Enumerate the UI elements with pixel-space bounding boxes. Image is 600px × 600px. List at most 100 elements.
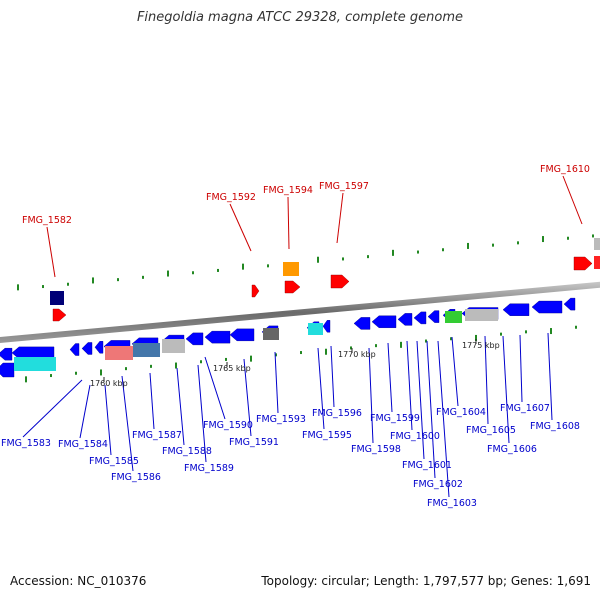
gene-label-reverse: FMG_1596 (312, 408, 362, 419)
leader-line-reverse (406, 340, 413, 431)
reverse-gene-arrow (502, 303, 530, 316)
gene-box-grey (162, 339, 185, 353)
leader-line-forward (336, 192, 344, 244)
forward-gene-arrow (251, 284, 260, 298)
gene-box-cyan (308, 323, 323, 335)
gene-label-reverse: FMG_1588 (162, 446, 212, 457)
reverse-gene-arrow (0, 362, 15, 378)
leader-line-reverse (197, 364, 207, 463)
reverse-gene-arrow (204, 330, 231, 344)
reverse-gene-arrow (94, 341, 104, 354)
forward-gene-arrow (284, 280, 301, 294)
scale-tick-label: 1765 kbp (213, 364, 251, 373)
gene-box-grey (594, 238, 600, 250)
leader-line-reverse (104, 384, 112, 456)
accession-text: Accession: NC_010376 (10, 574, 147, 588)
leader-line-reverse (149, 372, 155, 430)
reverse-gene-arrow (397, 313, 413, 326)
leader-line-reverse (79, 384, 91, 439)
leader-line-reverse (368, 347, 374, 444)
gene-label-reverse: FMG_1601 (402, 460, 452, 471)
gene-label-forward: FMG_1592 (206, 192, 256, 203)
gene-label-forward: FMG_1597 (319, 181, 369, 192)
leader-line-reverse (22, 379, 83, 438)
gene-label-reverse: FMG_1604 (436, 407, 486, 418)
gene-label-reverse: FMG_1606 (487, 444, 537, 455)
gene-label-reverse: FMG_1600 (390, 431, 440, 442)
genome-summary-text: Topology: circular; Length: 1,797,577 bp… (261, 574, 591, 588)
leader-line-reverse (330, 345, 335, 408)
reverse-gene-arrow (0, 347, 13, 361)
gene-label-reverse: FMG_1605 (466, 425, 516, 436)
gene-label-reverse: FMG_1587 (132, 430, 182, 441)
gene-label-reverse: FMG_1585 (89, 456, 139, 467)
gene-label-forward: FMG_1582 (22, 215, 72, 226)
leader-line-reverse (121, 375, 134, 472)
leader-line-reverse (426, 340, 436, 479)
reverse-gene-arrow (69, 343, 80, 356)
gene-label-reverse: FMG_1598 (351, 444, 401, 455)
reverse-gene-arrow (427, 310, 440, 323)
leader-line-reverse (547, 332, 553, 421)
gene-label-reverse: FMG_1595 (302, 430, 352, 441)
gene-label-reverse: FMG_1590 (203, 420, 253, 431)
gene-box-darkgrey (263, 328, 279, 340)
leader-line-forward (287, 196, 290, 250)
label-leader-lines (22, 175, 583, 498)
gene-label-reverse: FMG_1586 (111, 472, 161, 483)
leader-line-reverse (451, 336, 459, 407)
leader-line-reverse (416, 340, 425, 460)
gene-box-steelblue (133, 343, 160, 357)
leader-line-reverse (176, 367, 185, 446)
gene-label-forward: FMG_1610 (540, 164, 590, 175)
reverse-gene-arrow (413, 311, 427, 325)
forward-gene-arrow (330, 274, 350, 289)
forward-gene-arrow (52, 308, 67, 322)
leader-line-reverse (519, 334, 523, 403)
gene-box-pink (105, 346, 133, 360)
gene-box-green (445, 311, 462, 323)
gene-label-reverse: FMG_1584 (58, 439, 108, 450)
leader-line-reverse (243, 358, 252, 437)
scale-tick-label: 1775 kbp (462, 341, 500, 350)
leader-line-reverse (274, 351, 279, 414)
backbone-bar (0, 281, 600, 343)
gc-content-ticks (17, 234, 594, 383)
gene-box-cyan (14, 357, 56, 371)
gene-box-grey (465, 309, 498, 321)
reverse-gene-arrow (371, 315, 397, 328)
gene-labels: 1760 kbp 1765 kbp 1770 kbp 1775 kbp FMG_1582… (1, 164, 590, 509)
reverse-gene-arrow (322, 320, 331, 333)
forward-gene-box (594, 256, 600, 269)
gene-label-reverse: FMG_1583 (1, 438, 51, 449)
scale-tick-label: 1770 kbp (338, 350, 376, 359)
reverse-gene-arrow (531, 300, 563, 314)
forward-gene-arrow (573, 256, 593, 271)
gene-box-orange (283, 262, 299, 276)
leader-line-reverse (437, 340, 450, 498)
leader-line-reverse (317, 347, 325, 430)
leader-line-forward (46, 226, 56, 278)
gene-features (0, 238, 600, 378)
gene-label-reverse: FMG_1591 (229, 437, 279, 448)
gene-label-reverse: FMG_1599 (370, 413, 420, 424)
leader-line-reverse (387, 342, 393, 413)
scale-tick-label: 1760 kbp (90, 379, 128, 388)
leader-line-reverse (502, 335, 510, 444)
genome-backbone (0, 281, 600, 343)
gene-label-reverse: FMG_1608 (530, 421, 580, 432)
reverse-gene-arrow (81, 342, 93, 355)
gene-label-reverse: FMG_1589 (184, 463, 234, 474)
reverse-gene-arrow (563, 297, 576, 311)
gene-label-reverse: FMG_1603 (427, 498, 477, 509)
reverse-gene-arrow (229, 328, 255, 342)
gene-label-reverse: FMG_1593 (256, 414, 306, 425)
gene-label-forward: FMG_1594 (263, 185, 313, 196)
map-title: Finegoldia magna ATCC 29328, complete ge… (136, 10, 464, 25)
leader-line-forward (229, 203, 252, 252)
gene-label-reverse: FMG_1607 (500, 403, 550, 414)
leader-line-reverse (204, 356, 226, 420)
leader-line-forward (562, 175, 583, 225)
reverse-gene-arrow (353, 317, 371, 330)
